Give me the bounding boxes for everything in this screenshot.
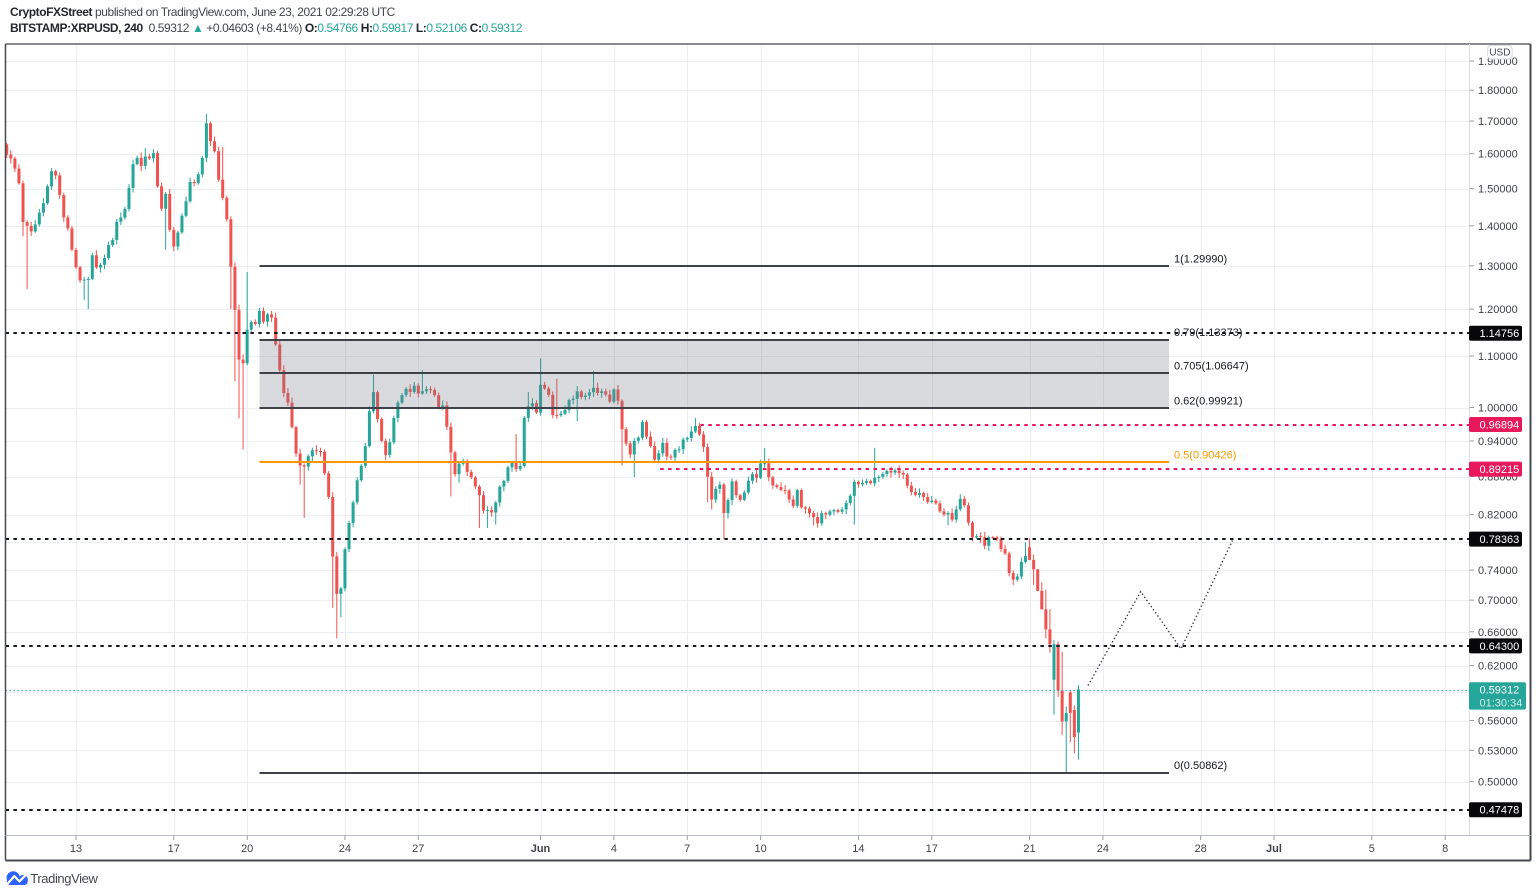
svg-text:0.78363: 0.78363 xyxy=(1480,534,1520,546)
svg-text:5: 5 xyxy=(1369,843,1375,855)
svg-text:TradingView: TradingView xyxy=(30,871,98,886)
svg-text:0.50000: 0.50000 xyxy=(1478,777,1518,789)
svg-text:01:30:34: 01:30:34 xyxy=(1480,697,1523,709)
svg-text:1(1.29990): 1(1.29990) xyxy=(1174,253,1227,265)
svg-text:13: 13 xyxy=(70,843,82,855)
svg-text:0(0.50862): 0(0.50862) xyxy=(1174,760,1227,772)
svg-text:1.10000: 1.10000 xyxy=(1478,351,1518,363)
svg-text:0.94000: 0.94000 xyxy=(1478,436,1518,448)
svg-text:0.56000: 0.56000 xyxy=(1478,716,1518,728)
svg-text:0.70000: 0.70000 xyxy=(1478,595,1518,607)
svg-text:8: 8 xyxy=(1442,843,1448,855)
svg-text:0.705(1.06647): 0.705(1.06647) xyxy=(1174,360,1249,372)
svg-text:4: 4 xyxy=(611,843,617,855)
svg-text:1.60000: 1.60000 xyxy=(1478,149,1518,161)
svg-text:24: 24 xyxy=(1097,843,1109,855)
svg-text:Jul: Jul xyxy=(1266,843,1282,855)
svg-text:10: 10 xyxy=(754,843,766,855)
svg-text:0.89215: 0.89215 xyxy=(1480,464,1520,476)
svg-text:0.82000: 0.82000 xyxy=(1478,510,1518,522)
svg-text:14: 14 xyxy=(852,843,864,855)
svg-text:0.53000: 0.53000 xyxy=(1478,745,1518,757)
svg-text:0.59312: 0.59312 xyxy=(1480,685,1520,697)
svg-text:0.96894: 0.96894 xyxy=(1480,420,1520,432)
svg-text:1.00000: 1.00000 xyxy=(1478,403,1518,415)
svg-text:0.62000: 0.62000 xyxy=(1478,661,1518,673)
svg-text:28: 28 xyxy=(1195,843,1207,855)
svg-text:20: 20 xyxy=(241,843,253,855)
svg-text:0.64300: 0.64300 xyxy=(1480,641,1520,653)
svg-text:USD: USD xyxy=(1489,47,1510,58)
svg-text:0.66000: 0.66000 xyxy=(1478,627,1518,639)
svg-text:1.50000: 1.50000 xyxy=(1478,184,1518,196)
svg-text:0.62(0.99921): 0.62(0.99921) xyxy=(1174,395,1243,407)
svg-text:Jun: Jun xyxy=(531,843,551,855)
svg-text:1.14756: 1.14756 xyxy=(1480,328,1520,340)
svg-text:1.20000: 1.20000 xyxy=(1478,304,1518,316)
svg-text:1.70000: 1.70000 xyxy=(1478,116,1518,128)
svg-text:0.47478: 0.47478 xyxy=(1480,805,1520,817)
svg-text:17: 17 xyxy=(926,843,938,855)
svg-text:21: 21 xyxy=(1023,843,1035,855)
svg-text:1.80000: 1.80000 xyxy=(1478,85,1518,97)
svg-text:1.30000: 1.30000 xyxy=(1478,261,1518,273)
svg-text:24: 24 xyxy=(339,843,351,855)
svg-text:1.40000: 1.40000 xyxy=(1478,221,1518,233)
svg-text:17: 17 xyxy=(168,843,180,855)
svg-text:27: 27 xyxy=(412,843,424,855)
svg-text:0.74000: 0.74000 xyxy=(1478,565,1518,577)
svg-text:7: 7 xyxy=(684,843,690,855)
svg-text:0.5(0.90426): 0.5(0.90426) xyxy=(1174,449,1236,461)
